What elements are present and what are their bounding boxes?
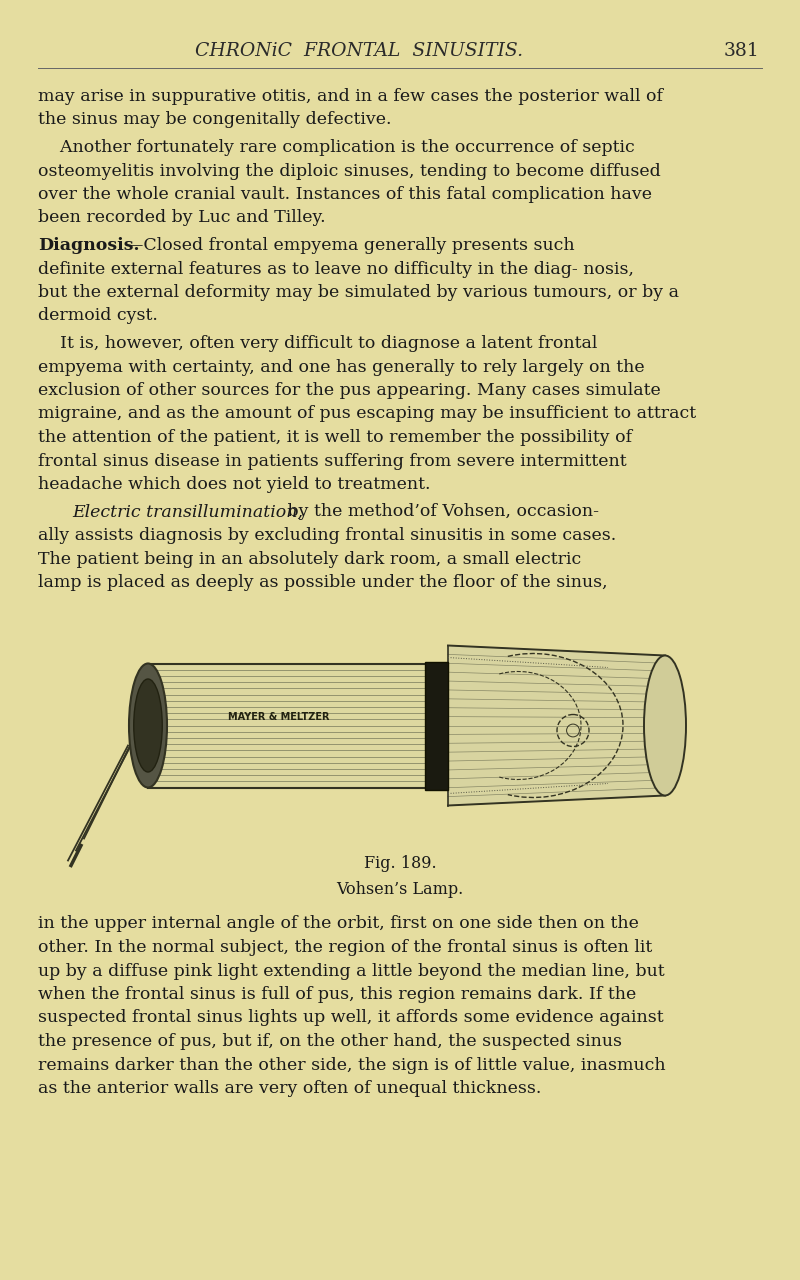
- Text: lamp is placed as deeply as possible under the floor of the sinus,: lamp is placed as deeply as possible und…: [38, 573, 608, 591]
- Text: frontal sinus disease in patients suffering from severe intermittent: frontal sinus disease in patients suffer…: [38, 453, 626, 470]
- Text: as the anterior walls are very often of unequal thickness.: as the anterior walls are very often of …: [38, 1080, 542, 1097]
- Ellipse shape: [134, 678, 162, 772]
- Text: been recorded by Luc and Tilley.: been recorded by Luc and Tilley.: [38, 210, 326, 227]
- Text: dermoid cyst.: dermoid cyst.: [38, 307, 158, 325]
- Text: CHRONiC  FRONTAL  SINUSITIS.: CHRONiC FRONTAL SINUSITIS.: [195, 42, 523, 60]
- Text: Diagnosis.: Diagnosis.: [38, 237, 139, 253]
- Text: the presence of pus, but if, on the other hand, the suspected sinus: the presence of pus, but if, on the othe…: [38, 1033, 622, 1050]
- Text: definite external features as to leave no difficulty in the diag- nosis,: definite external features as to leave n…: [38, 261, 634, 278]
- Text: It is, however, often very difficult to diagnose a latent frontal: It is, however, often very difficult to …: [38, 335, 598, 352]
- Text: exclusion of other sources for the pus appearing. Many cases simulate: exclusion of other sources for the pus a…: [38, 381, 661, 399]
- Text: remains darker than the other side, the sign is of little value, inasmuch: remains darker than the other side, the …: [38, 1056, 666, 1074]
- Text: may arise in suppurative otitis, and in a few cases the posterior wall of: may arise in suppurative otitis, and in …: [38, 88, 663, 105]
- Text: Electric transillumination,: Electric transillumination,: [72, 503, 303, 521]
- Text: 381: 381: [724, 42, 760, 60]
- Text: suspected frontal sinus lights up well, it affords some evidence against: suspected frontal sinus lights up well, …: [38, 1010, 664, 1027]
- Text: when the frontal sinus is full of pus, this region remains dark. If the: when the frontal sinus is full of pus, t…: [38, 986, 636, 1004]
- Text: headache which does not yield to treatment.: headache which does not yield to treatme…: [38, 476, 430, 493]
- Text: over the whole cranial vault. Instances of this fatal complication have: over the whole cranial vault. Instances …: [38, 186, 652, 204]
- Text: —Closed frontal empyema generally presents such: —Closed frontal empyema generally presen…: [126, 237, 574, 253]
- Text: migraine, and as the amount of pus escaping may be insufficient to attract: migraine, and as the amount of pus escap…: [38, 406, 696, 422]
- Text: Vohsen’s Lamp.: Vohsen’s Lamp.: [336, 882, 464, 899]
- Text: Another fortunately rare complication is the occurrence of septic: Another fortunately rare complication is…: [38, 140, 634, 156]
- Text: MAYER & MELTZER: MAYER & MELTZER: [228, 713, 330, 722]
- Ellipse shape: [129, 663, 167, 787]
- Text: osteomyelitis involving the diploic sinuses, tending to become diffused: osteomyelitis involving the diploic sinu…: [38, 163, 661, 179]
- Bar: [148, 663, 430, 787]
- Text: Fig. 189.: Fig. 189.: [364, 855, 436, 873]
- Text: empyema with certainty, and one has generally to rely largely on the: empyema with certainty, and one has gene…: [38, 358, 645, 375]
- Text: ally assists diagnosis by excluding frontal sinusitis in some cases.: ally assists diagnosis by excluding fron…: [38, 527, 616, 544]
- Ellipse shape: [644, 655, 686, 795]
- Bar: [425, 662, 448, 790]
- Text: up by a diffuse pink light extending a little beyond the median line, but: up by a diffuse pink light extending a l…: [38, 963, 665, 979]
- Text: The patient being in an absolutely dark room, a small electric: The patient being in an absolutely dark …: [38, 550, 582, 567]
- Text: the sinus may be congenitally defective.: the sinus may be congenitally defective.: [38, 111, 391, 128]
- Text: the attention of the patient, it is well to remember the possibility of: the attention of the patient, it is well…: [38, 429, 632, 445]
- Text: but the external deformity may be simulated by various tumours, or by a: but the external deformity may be simula…: [38, 284, 679, 301]
- Polygon shape: [448, 645, 665, 805]
- Text: by the method’of Vohsen, occasion-: by the method’of Vohsen, occasion-: [282, 503, 599, 521]
- Text: other. In the normal subject, the region of the frontal sinus is often lit: other. In the normal subject, the region…: [38, 940, 652, 956]
- Text: in the upper internal angle of the orbit, first on one side then on the: in the upper internal angle of the orbit…: [38, 915, 639, 933]
